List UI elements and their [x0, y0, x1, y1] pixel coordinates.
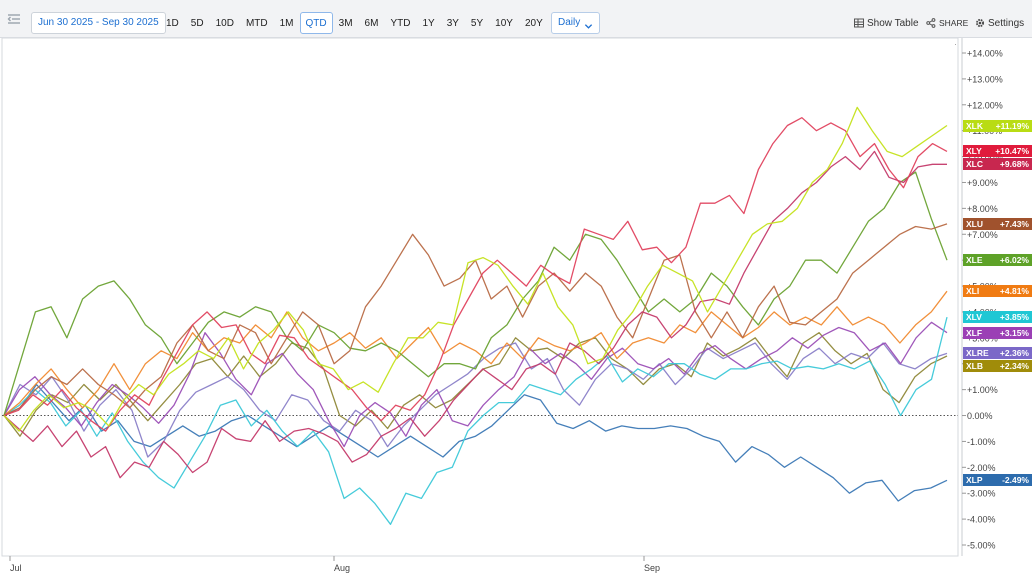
series-line-xlp[interactable] — [3, 383, 948, 502]
last-value-tags: XLK +11.19% XLY +10.47% XLC +9.68% XLU +7.43% XL… — [963, 38, 1032, 577]
series-name: XLC — [966, 159, 983, 170]
series-last-value: +9.68% — [999, 159, 1029, 170]
period-button-ytd[interactable]: YTD — [390, 18, 411, 29]
period-button-3m[interactable]: 3M — [338, 18, 353, 29]
interval-label: Daily — [558, 17, 581, 28]
share-label: SHARE — [939, 18, 969, 28]
series-last-value: +11.19% — [995, 120, 1029, 131]
gear-icon — [976, 19, 984, 27]
plot-border — [1, 38, 959, 557]
show-table-label: Show Table — [867, 17, 919, 29]
value-tag-xlu: XLU +7.43% — [963, 217, 1032, 230]
share-button[interactable]: SHARE — [926, 12, 968, 34]
x-axis-tick-label: Sep — [644, 563, 660, 573]
chevron-down-icon — [584, 19, 593, 39]
period-button-qtd[interactable]: QTD — [299, 12, 333, 34]
series-last-value: +2.34% — [999, 361, 1029, 372]
collapse-panel-icon[interactable] — [6, 11, 22, 27]
series-line-xlv[interactable] — [3, 316, 948, 525]
y-axis-tick-label: +7.00% — [967, 230, 998, 240]
settings-label: Settings — [988, 17, 1025, 29]
series-last-value: +2.36% — [999, 348, 1029, 359]
value-tag-xlp: XLP -2.49% — [963, 474, 1032, 487]
period-selector: 1D5D10DMTD1MQTD3M6MYTD1Y3Y5Y10Y20YALL — [160, 12, 579, 34]
y-axis-tick-label: +12.00% — [967, 100, 1003, 110]
y-axis-tick-label: +14.00% — [967, 49, 1003, 59]
series-line-xle[interactable] — [3, 171, 948, 416]
series-name: XLF — [966, 327, 983, 338]
y-axis-tick-label: -3.00% — [967, 489, 996, 499]
x-axis-tick-label: Jul — [10, 563, 22, 573]
series-line-xlf[interactable] — [3, 321, 948, 448]
y-axis-tick-label: -1.00% — [967, 437, 996, 447]
period-button-1y[interactable]: 1Y — [422, 18, 435, 29]
series-last-value: +3.85% — [999, 312, 1029, 323]
period-button-10d[interactable]: 10D — [215, 18, 234, 29]
y-axis-tick-label: +8.00% — [967, 204, 998, 214]
y-axis-tick-label: -2.00% — [967, 463, 996, 473]
value-tag-xle: XLE +6.02% — [963, 254, 1032, 267]
settings-button[interactable]: Settings — [975, 12, 1024, 34]
period-button-mtd[interactable]: MTD — [245, 18, 268, 29]
interval-dropdown[interactable]: Daily — [551, 12, 600, 34]
y-axis-tick-label: +13.00% — [967, 74, 1003, 84]
series-name: XLB — [966, 361, 983, 372]
series-name: XLP — [966, 475, 983, 486]
series-line-xlk[interactable] — [3, 106, 948, 432]
value-tag-xlc: XLC +9.68% — [963, 158, 1032, 171]
series-name: XLV — [966, 312, 982, 323]
series-last-value: +6.02% — [999, 255, 1029, 266]
y-axis-tick-label: 0.00% — [967, 411, 993, 421]
series-name: XLY — [966, 146, 982, 157]
series-last-value: +7.43% — [999, 218, 1029, 229]
performance-line-chart[interactable]: +14.00%+13.00%+12.00%+11.00%+10.00%+9.00… — [0, 38, 1032, 577]
y-axis-tick-label: -4.00% — [967, 515, 996, 525]
share-icon — [926, 18, 936, 28]
period-button-1m[interactable]: 1M — [279, 18, 294, 29]
period-button-5d[interactable]: 5D — [190, 18, 204, 29]
series-line-xlre[interactable] — [3, 342, 948, 458]
period-button-6m[interactable]: 6M — [364, 18, 379, 29]
series-name: XLE — [966, 255, 983, 266]
series-last-value: +10.47% — [995, 146, 1029, 157]
value-tag-xlb: XLB +2.34% — [963, 360, 1032, 373]
series-name: XLU — [966, 218, 983, 229]
series-name: XLRE — [966, 348, 989, 359]
series-line-xly[interactable] — [3, 117, 948, 432]
chart-toolbar: Jun 30 2025 - Sep 30 2025 1D 5D 10D MTD 1M QT… — [0, 0, 1032, 38]
date-range-button[interactable]: Jun 30 2025 - Sep 30 2025 — [31, 12, 166, 34]
series-name: XLK — [966, 120, 983, 131]
series-last-value: +3.15% — [999, 327, 1029, 338]
chart-area[interactable]: +14.00%+13.00%+12.00%+11.00%+10.00%+9.00… — [0, 38, 1032, 577]
series-last-value: +4.81% — [999, 286, 1029, 297]
period-button-1d[interactable]: 1D — [166, 18, 179, 29]
value-tag-xly: XLY +10.47% — [963, 145, 1032, 158]
value-tag-xlre: XLRE +2.36% — [963, 347, 1032, 360]
series-line-xli[interactable] — [3, 290, 948, 417]
period-button-20y[interactable]: 20Y — [524, 18, 543, 29]
value-tag-xli: XLI +4.81% — [963, 285, 1032, 298]
value-tag-xlv: XLV +3.85% — [963, 311, 1032, 324]
y-axis-tick-label: +1.00% — [967, 385, 998, 395]
x-axis-tick-label: Aug — [334, 563, 350, 573]
value-tag-xlf: XLF +3.15% — [963, 326, 1032, 339]
series-name: XLI — [966, 286, 980, 297]
y-axis-tick-label: -5.00% — [967, 541, 996, 551]
period-button-3y[interactable]: 3Y — [446, 18, 459, 29]
series-line-xlc[interactable] — [3, 150, 947, 479]
value-tag-xlk: XLK +11.19% — [963, 119, 1032, 132]
series-last-value: -2.49% — [1002, 475, 1029, 486]
period-button-10y[interactable]: 10Y — [495, 18, 513, 29]
table-icon — [854, 18, 864, 28]
y-axis-top-marker: · — [954, 39, 957, 49]
y-axis-tick-label: +9.00% — [967, 178, 998, 188]
show-table-button[interactable]: Show Table — [854, 12, 919, 34]
period-button-5y[interactable]: 5Y — [470, 18, 484, 29]
